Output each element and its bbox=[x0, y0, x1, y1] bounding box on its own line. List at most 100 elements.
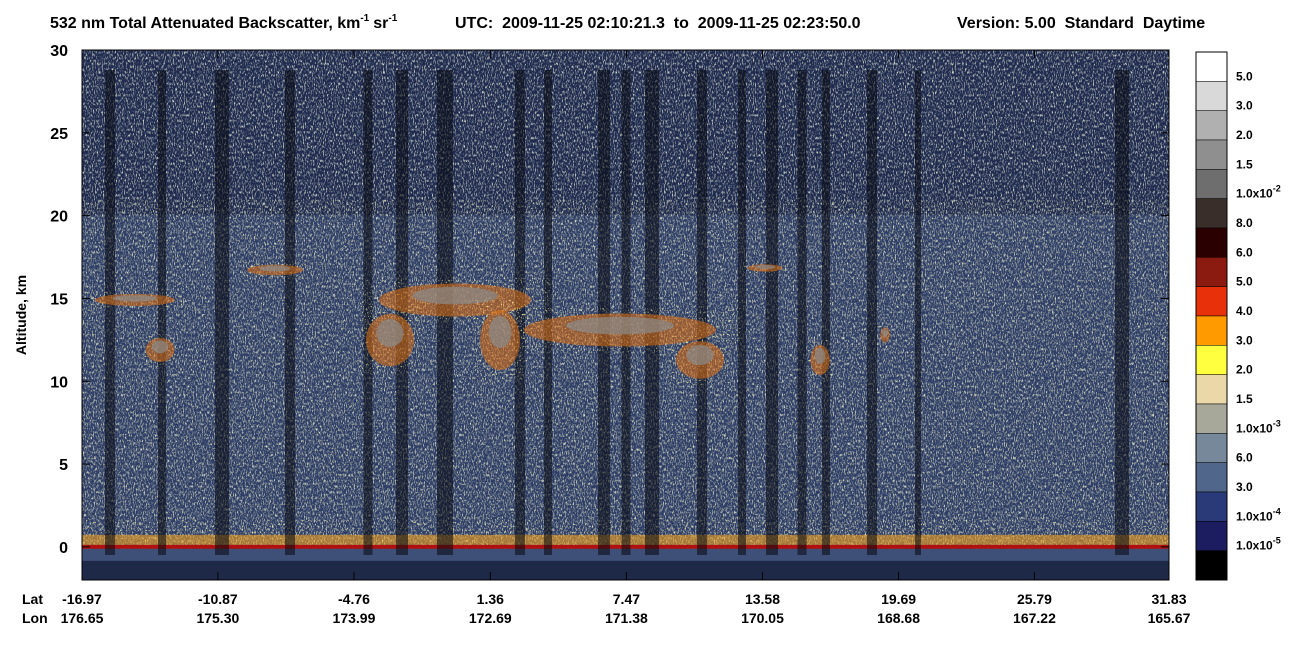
colorbar-label: 1.0x10-5 bbox=[1236, 536, 1281, 553]
utc-range: UTC: 2009-11-25 02:10:21.3 to 2009-11-25… bbox=[455, 15, 861, 32]
colorbar-label-text: 5.0 bbox=[1236, 275, 1253, 289]
attenuated-column bbox=[1115, 70, 1129, 555]
colorbar-label: 1.0x10-3 bbox=[1236, 418, 1281, 435]
x-tick-label: 168.68 bbox=[877, 610, 920, 626]
colorbar-label-text: 1.0x10 bbox=[1236, 539, 1273, 553]
title-superscript: -1 bbox=[388, 13, 397, 24]
colorbar-label-text: 2.0 bbox=[1236, 128, 1253, 142]
colorbar-segment bbox=[1195, 257, 1228, 287]
colorbar-segment bbox=[1195, 550, 1228, 581]
attenuated-column bbox=[158, 70, 166, 555]
colorbar-label-exponent: -2 bbox=[1273, 184, 1281, 194]
colorbar-label: 5.0 bbox=[1236, 69, 1253, 83]
colorbar-label: 8.0 bbox=[1236, 216, 1253, 230]
title-text: 532 nm Total Attenuated Backscatter, km bbox=[50, 15, 360, 32]
attenuated-column bbox=[738, 70, 746, 555]
x-tick-label: -4.76 bbox=[338, 591, 370, 607]
attenuated-column bbox=[697, 70, 707, 555]
colorbar-label: 2.0 bbox=[1236, 363, 1253, 377]
cloud-core bbox=[376, 319, 404, 347]
x-row-label: Lon bbox=[22, 610, 48, 626]
x-tick-label: 171.38 bbox=[605, 610, 648, 626]
x-tick-label: -16.97 bbox=[62, 591, 102, 607]
colorbar-label-exponent: -4 bbox=[1273, 506, 1281, 516]
attenuated-column bbox=[363, 70, 373, 555]
colorbar-label: 4.0 bbox=[1236, 304, 1253, 318]
x-tick-label: 13.58 bbox=[745, 591, 780, 607]
colorbar-segment bbox=[1195, 198, 1228, 229]
colorbar-segment bbox=[1195, 169, 1228, 199]
cloud-core bbox=[686, 345, 714, 365]
colorbar-label-text: 1.0x10 bbox=[1236, 421, 1273, 435]
x-tick-label: 175.30 bbox=[196, 610, 239, 626]
attenuated-column bbox=[867, 70, 877, 555]
attenuated-column bbox=[797, 70, 807, 555]
attenuated-column bbox=[915, 70, 921, 555]
attenuated-column bbox=[285, 70, 295, 555]
colorbar-label-text: 1.0x10 bbox=[1236, 187, 1273, 201]
version: Version: 5.00 Standard Daytime bbox=[957, 15, 1205, 32]
colorbar-segment bbox=[1195, 403, 1228, 434]
y-axis-label: Altitude, km bbox=[13, 275, 29, 355]
y-tick-label: 20 bbox=[50, 209, 68, 226]
colorbar-label-text: 3.0 bbox=[1236, 480, 1253, 494]
colorbar-segment bbox=[1195, 345, 1228, 375]
colorbar-label: 1.5 bbox=[1236, 392, 1253, 406]
colorbar-label-exponent: -3 bbox=[1273, 418, 1281, 428]
cloud-core bbox=[488, 316, 512, 348]
x-tick-label: 25.79 bbox=[1017, 591, 1052, 607]
colorbar-label-text: 6.0 bbox=[1236, 245, 1253, 259]
x-tick-label: 173.99 bbox=[333, 610, 376, 626]
y-tick-label: 30 bbox=[50, 43, 68, 60]
cloud-core bbox=[412, 286, 498, 305]
colorbar-segment bbox=[1195, 139, 1228, 170]
plot-area bbox=[82, 50, 1169, 580]
colorbar-segment bbox=[1195, 462, 1228, 493]
x-tick-label: 167.22 bbox=[1013, 610, 1056, 626]
colorbar-frame bbox=[1195, 51, 1228, 581]
colorbar-label: 1.0x10-2 bbox=[1236, 184, 1281, 201]
attenuated-column bbox=[766, 70, 778, 555]
cloud-core bbox=[566, 316, 674, 335]
colorbar-label-text: 1.5 bbox=[1236, 392, 1253, 406]
cloud-core bbox=[814, 348, 826, 364]
colorbar-segment bbox=[1195, 286, 1228, 317]
colorbar-label-text: 1.0x10 bbox=[1236, 509, 1273, 523]
colorbar-label: 3.0 bbox=[1236, 480, 1253, 494]
colorbar-segment bbox=[1195, 491, 1228, 522]
colorbar-segment bbox=[1195, 81, 1228, 111]
cloud-core bbox=[112, 295, 158, 302]
x-tick-label: 172.69 bbox=[469, 610, 512, 626]
attenuated-column bbox=[822, 70, 830, 555]
colorbar-label: 1.0x10-4 bbox=[1236, 506, 1281, 523]
cloud-core bbox=[151, 340, 169, 354]
colorbar-segment bbox=[1195, 51, 1228, 82]
y-tick-label: 0 bbox=[59, 540, 68, 557]
y-tick-label: 25 bbox=[50, 126, 68, 143]
colorbar-segment bbox=[1195, 110, 1228, 141]
colorbar-label: 5.0 bbox=[1236, 275, 1253, 289]
x-tick-label: 1.36 bbox=[477, 591, 504, 607]
cloud-core bbox=[259, 265, 291, 272]
colorbar-segment bbox=[1195, 227, 1228, 258]
x-tick-label: -10.87 bbox=[198, 591, 238, 607]
cloud-core bbox=[755, 265, 775, 269]
colorbar-label-text: 5.0 bbox=[1236, 69, 1253, 83]
x-tick-label: 19.69 bbox=[881, 591, 916, 607]
colorbar-label: 1.5 bbox=[1236, 157, 1253, 171]
attenuated-column bbox=[215, 70, 229, 555]
title-superscript: -1 bbox=[360, 13, 369, 24]
colorbar-label: 6.0 bbox=[1236, 451, 1253, 465]
chart-title: 532 nm Total Attenuated Backscatter, km-… bbox=[50, 13, 398, 32]
y-tick-label: 10 bbox=[50, 374, 68, 391]
y-tick-label: 15 bbox=[50, 291, 68, 308]
x-tick-label: 165.67 bbox=[1148, 610, 1191, 626]
x-tick-label: 170.05 bbox=[741, 610, 784, 626]
colorbar-label: 2.0 bbox=[1236, 128, 1253, 142]
x-tick-label: 7.47 bbox=[613, 591, 640, 607]
colorbar-label: 3.0 bbox=[1236, 333, 1253, 347]
colorbar-label-text: 1.5 bbox=[1236, 157, 1253, 171]
colorbar-segment bbox=[1195, 374, 1228, 405]
x-row-label: Lat bbox=[22, 591, 43, 607]
